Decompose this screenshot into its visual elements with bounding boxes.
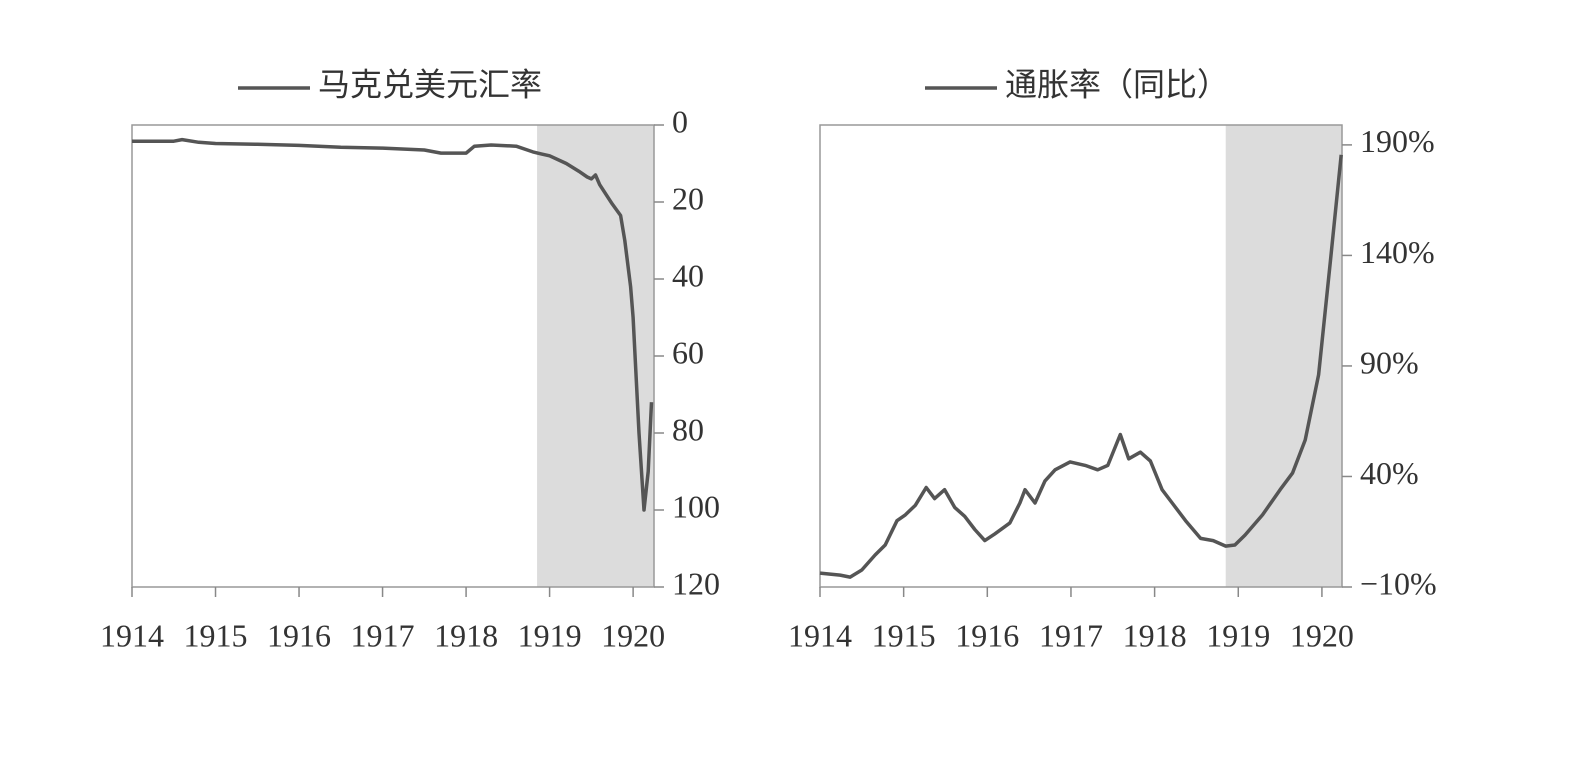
x-tick-label: 1914 xyxy=(788,617,852,653)
x-tick-label: 1915 xyxy=(872,617,936,653)
x-tick-label: 1915 xyxy=(184,617,248,653)
x-tick-label: 1917 xyxy=(351,617,415,653)
x-tick-label: 1917 xyxy=(1039,617,1103,653)
x-tick-label: 1920 xyxy=(601,617,665,653)
y-tick-label: 100 xyxy=(672,488,720,524)
x-tick-label: 1919 xyxy=(1206,617,1270,653)
legend-label: 通胀率（同比） xyxy=(1005,66,1229,102)
y-tick-label: 40 xyxy=(672,257,704,293)
y-tick-label: 0 xyxy=(672,103,688,139)
y-tick-label: 120 xyxy=(672,565,720,601)
x-tick-label: 1920 xyxy=(1290,617,1354,653)
data-line xyxy=(132,137,654,512)
x-tick-label: 1916 xyxy=(267,617,331,653)
highlight-band xyxy=(1225,125,1342,587)
y-tick-label: 190% xyxy=(1360,123,1435,159)
y-tick-label: 40% xyxy=(1360,455,1419,491)
legend-label: 马克兑美元汇率 xyxy=(318,66,542,102)
x-tick-label: 1914 xyxy=(100,617,164,653)
y-tick-label: −10% xyxy=(1360,565,1437,601)
x-tick-label: 1919 xyxy=(518,617,582,653)
data-line xyxy=(819,154,1343,579)
y-tick-label: 80 xyxy=(672,411,704,447)
x-tick-label: 1918 xyxy=(1123,617,1187,653)
y-tick-label: 20 xyxy=(672,180,704,216)
plot-frame xyxy=(819,124,1343,588)
y-tick-label: 90% xyxy=(1360,344,1419,380)
y-tick-label: 60 xyxy=(672,334,704,370)
x-tick-label: 1918 xyxy=(434,617,498,653)
x-tick-label: 1916 xyxy=(955,617,1019,653)
y-tick-label: 140% xyxy=(1360,234,1435,270)
